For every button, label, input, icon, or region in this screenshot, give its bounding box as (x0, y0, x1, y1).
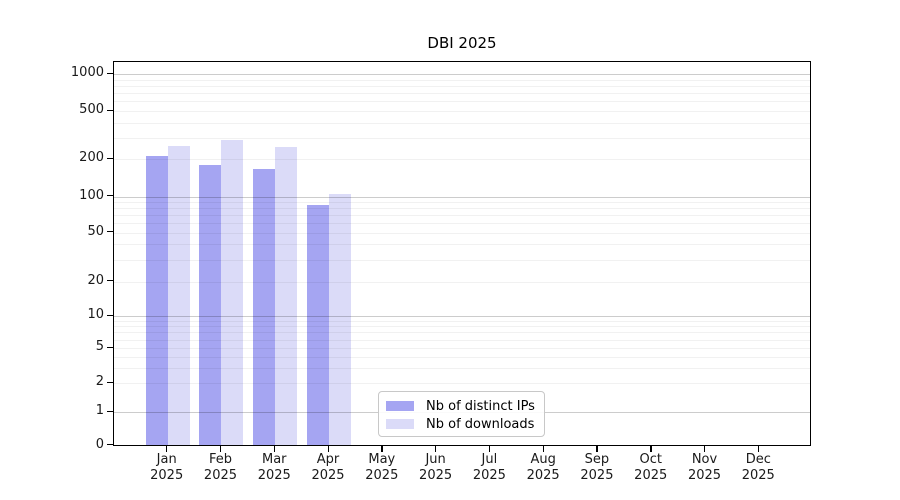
y-tick-label: 1 (95, 403, 104, 418)
bar-distinct-ips-mar (253, 169, 276, 446)
x-tick-mark (757, 446, 760, 452)
y-tick-mark (107, 231, 113, 233)
y-tick-label: 50 (87, 223, 104, 239)
legend: Nb of distinct IPs Nb of downloads (378, 391, 545, 437)
x-tick-label: Jan 2025 (125, 452, 209, 484)
x-tick-year: 2025 (257, 468, 291, 483)
x-tick-label: Apr 2025 (286, 452, 370, 484)
legend-swatch (386, 419, 414, 429)
y-tick-label: 100 (79, 187, 104, 203)
x-tick-month: Jun (425, 452, 446, 467)
x-tick-mark (327, 446, 329, 452)
bar-distinct-ips-feb (199, 164, 222, 446)
x-tick-label: Mar 2025 (232, 452, 316, 484)
x-tick-mark (219, 446, 222, 452)
legend-label: Nb of distinct IPs (426, 398, 535, 414)
y-tick-mark (107, 195, 113, 197)
legend-row-downloads: Nb of downloads (379, 415, 544, 433)
x-tick-mark (381, 446, 383, 452)
y-tick-mark (107, 346, 113, 348)
y-tick-mark (107, 157, 113, 159)
y-tick-mark (107, 410, 113, 412)
x-tick-mark (704, 446, 706, 452)
y-tick-label: 500 (79, 102, 104, 117)
bar-distinct-ips-apr (307, 204, 330, 446)
x-tick-month: Dec (745, 452, 771, 467)
x-tick-month: Jan (156, 452, 177, 467)
x-tick-label: Feb 2025 (178, 452, 262, 484)
x-tick-month: Aug (530, 452, 556, 467)
x-tick-year: 2025 (526, 468, 560, 483)
x-tick-year: 2025 (311, 468, 345, 483)
y-tick-mark (107, 444, 113, 446)
y-tick-mark (107, 72, 113, 74)
x-tick-year: 2025 (150, 468, 184, 483)
y-tick-label: 5 (95, 339, 104, 354)
x-tick-year: 2025 (687, 468, 722, 483)
x-tick-label: Aug 2025 (501, 452, 585, 484)
y-tick-mark (107, 314, 113, 316)
x-tick-month: Sep (584, 452, 610, 467)
bars-layer (114, 62, 810, 446)
legend-label: Nb of downloads (426, 416, 535, 432)
x-tick-year: 2025 (741, 468, 775, 483)
x-tick-month: Oct (639, 452, 662, 467)
y-tick-mark (107, 381, 113, 383)
x-tick-mark (166, 446, 168, 452)
bar-distinct-ips-jan (145, 156, 168, 446)
x-tick-mark (650, 446, 652, 452)
x-tick-label: Nov 2025 (663, 452, 747, 484)
x-tick-year: 2025 (419, 468, 453, 483)
x-tick-year: 2025 (203, 468, 238, 483)
x-tick-label: Oct 2025 (609, 452, 693, 484)
y-tick-label: 20 (87, 272, 104, 288)
chart-title: DBI 2025 (427, 34, 497, 52)
x-tick-label: Dec 2025 (716, 452, 800, 484)
legend-row-distinct-ips: Nb of distinct IPs (379, 397, 544, 415)
legend-swatch (386, 401, 414, 411)
x-tick-label: Sep 2025 (555, 452, 639, 484)
x-tick-year: 2025 (634, 468, 668, 483)
y-tick-label: 1000 (70, 65, 104, 80)
bar-downloads-apr (329, 193, 352, 446)
x-tick-year: 2025 (365, 468, 399, 483)
y-tick-label: 2 (95, 374, 104, 389)
x-tick-month: May (368, 452, 396, 467)
x-tick-mark (273, 446, 276, 452)
y-tick-mark (107, 109, 113, 111)
x-tick-mark (596, 446, 598, 452)
x-tick-mark (542, 446, 544, 452)
x-tick-month: Feb (208, 452, 232, 467)
x-tick-mark (488, 446, 491, 452)
plot-area (113, 61, 811, 446)
x-tick-year: 2025 (580, 468, 614, 483)
x-tick-month: Nov (691, 452, 718, 467)
bar-downloads-mar (275, 147, 298, 446)
legend-rows: Nb of distinct IPs Nb of downloads (379, 397, 544, 433)
y-tick-mark (107, 280, 113, 282)
x-tick-label: Jul 2025 (447, 452, 531, 484)
x-tick-month: Mar (261, 452, 287, 467)
x-tick-label: May 2025 (340, 452, 424, 484)
x-tick-label: Jun 2025 (394, 452, 478, 484)
y-tick-label: 10 (87, 307, 104, 322)
x-tick-month: Apr (316, 452, 340, 467)
x-tick-month: Jul (481, 452, 498, 467)
bar-downloads-jan (167, 146, 190, 446)
bar-downloads-feb (221, 139, 244, 446)
y-tick-label: 0 (95, 436, 104, 452)
y-tick-label: 200 (79, 150, 104, 165)
x-tick-mark (435, 446, 437, 452)
x-tick-year: 2025 (472, 468, 506, 483)
